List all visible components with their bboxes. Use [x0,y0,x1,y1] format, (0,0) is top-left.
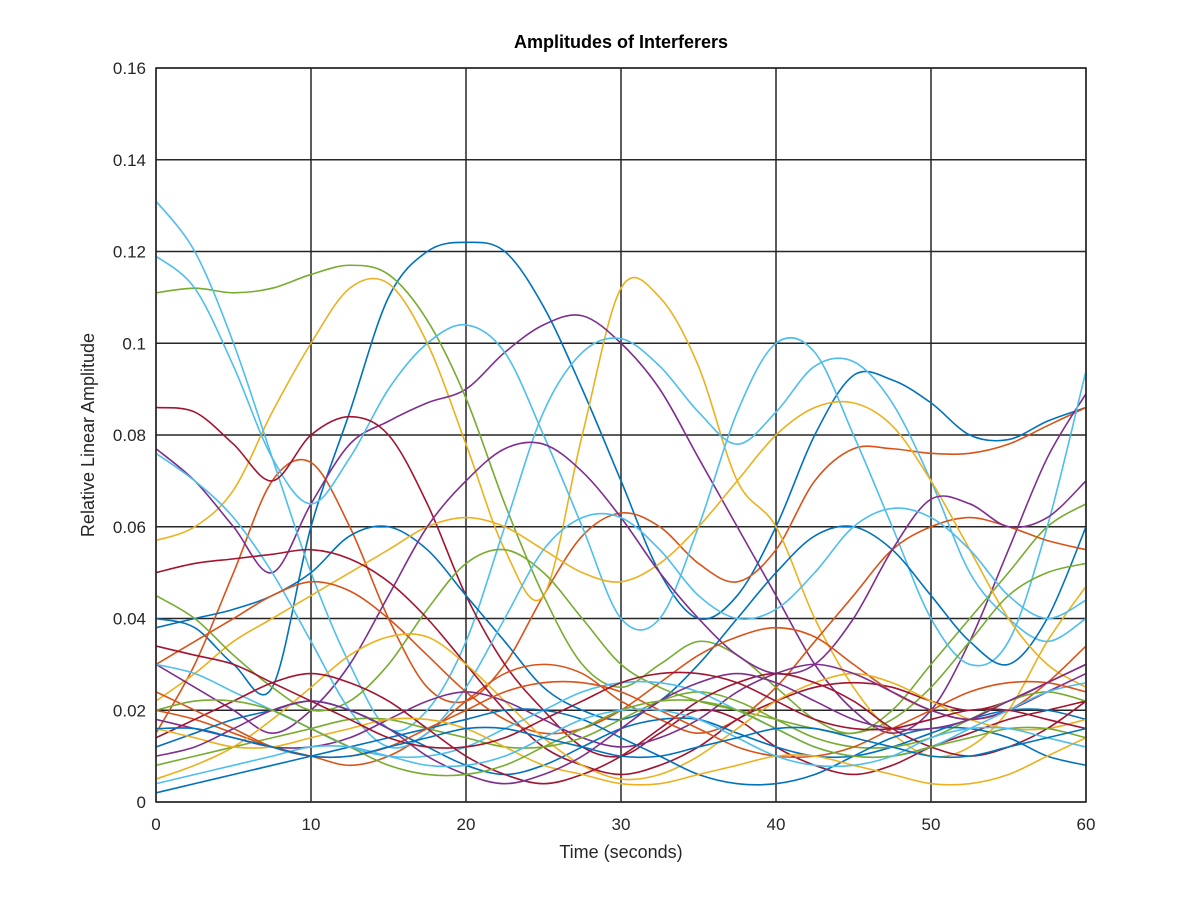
series-line [156,645,1086,749]
series-line [156,548,1086,735]
y-tick-label: 0.02 [113,701,146,720]
series-line [156,264,1086,735]
x-tick-label: 60 [1077,815,1096,834]
y-axis: 0 0.02 0.04 0.06 0.08 0.1 0.12 0.14 0.16 [113,59,146,812]
x-tick-label: 20 [457,815,476,834]
y-tick-label: 0.12 [113,243,146,262]
series-line [156,200,1086,732]
series-line [156,452,1086,749]
series-line [156,717,1086,786]
y-tick-label: 0.04 [113,610,146,629]
x-axis: 0 10 20 30 40 50 60 [151,815,1095,834]
x-tick-label: 10 [302,815,321,834]
y-axis-label: Relative Linear Amplitude [78,333,98,537]
series-line [156,726,1086,759]
x-tick-label: 40 [767,815,786,834]
series-line [156,406,1086,734]
axes-box [155,67,1087,803]
y-tick-label: 0.1 [122,334,146,353]
y-tick-label: 0.08 [113,426,146,445]
series-lines [156,200,1086,794]
y-tick-label: 0.16 [113,59,146,78]
y-tick-label: 0.06 [113,518,146,537]
x-tick-label: 30 [612,815,631,834]
y-tick-label: 0 [137,793,146,812]
series-line [156,633,1086,781]
series-line [156,708,1086,785]
series-line [156,241,1086,696]
x-tick-label: 50 [922,815,941,834]
series-line [156,400,1086,702]
x-axis-label: Time (seconds) [559,842,682,862]
chart-title: Amplitudes of Interferers [514,32,728,52]
series-line [156,255,1086,667]
x-tick-label: 0 [151,815,160,834]
y-tick-label: 0.14 [113,151,146,170]
